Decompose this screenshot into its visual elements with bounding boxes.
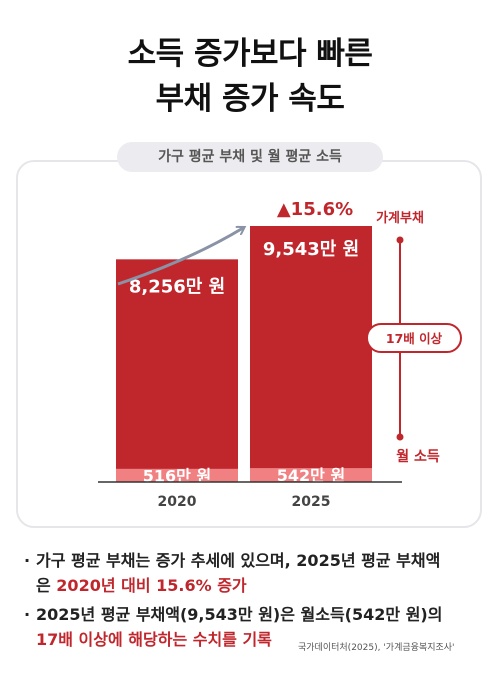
trend-arrow-icon <box>117 228 243 286</box>
x-tick-label: 2025 <box>292 494 331 510</box>
bullet-line: 2025년 평균 부채액(9,543만 원)은 월소득(542만 원)의 <box>36 605 443 624</box>
debt-value-label: 8,256만 원 <box>129 276 225 297</box>
bullet-item: 가구 평균 부채는 증가 추세에 있으며, 2025년 평균 부채액 은 202… <box>22 548 492 598</box>
debt-bar-2025 <box>250 226 372 469</box>
debt-bar-2020 <box>116 259 238 469</box>
change-label: ▲15.6% <box>277 199 353 220</box>
source-note: 국가데이터처(2025), '가계금융복지조사' <box>298 643 455 653</box>
summary-bullets: 가구 평균 부채는 증가 추세에 있으며, 2025년 평균 부채액 은 202… <box>22 548 492 652</box>
bullet-line: 17배 이상에 해당하는 수치를 기록 <box>36 627 492 652</box>
chart-title: 가구 평균 부채 및 월 평균 소득 <box>117 142 383 172</box>
bars-layer: 516만 원 8,256만 원 2020 542만 원 9,543만 원 2025 <box>116 226 372 510</box>
ratio-badge-label: 17배 이상 <box>386 331 443 346</box>
bullet-highlight: 2020년 대비 15.6% 증가 <box>56 576 247 595</box>
ratio-badge <box>366 323 462 353</box>
bullet-highlight: 17배 이상에 해당하는 수치를 기록 <box>36 630 272 649</box>
page-title-line-2: 부채 증가 속도 <box>155 81 345 117</box>
bullet-text: 은 <box>36 576 57 595</box>
legend-monthly-income: 월 소득 <box>396 448 440 465</box>
bar-chart: 516만 원 8,256만 원 2020 542만 원 9,543만 원 2025 ▲15… <box>98 199 462 510</box>
income-value-label: 542만 원 <box>277 466 345 485</box>
page-title-line-1: 소득 증가보다 빠른 <box>127 36 373 72</box>
income-bar-2020 <box>116 468 238 482</box>
debt-value-label: 9,543만 원 <box>263 239 359 260</box>
legend-range-bottom-dot <box>396 433 404 441</box>
income-bar-2025 <box>250 468 372 482</box>
x-tick-label: 2020 <box>158 494 197 510</box>
bullet-item: 2025년 평균 부채액(9,543만 원)은 월소득(542만 원)의 17배… <box>22 602 492 652</box>
bullet-line: 가구 평균 부채는 증가 추세에 있으며, 2025년 평균 부채액 <box>36 551 441 570</box>
legend-range-top-dot <box>396 236 404 244</box>
bullet-line: 은 2020년 대비 15.6% 증가 <box>36 573 492 598</box>
legend-household-debt: 가계부채 <box>376 211 424 226</box>
income-value-label: 516만 원 <box>143 466 211 485</box>
